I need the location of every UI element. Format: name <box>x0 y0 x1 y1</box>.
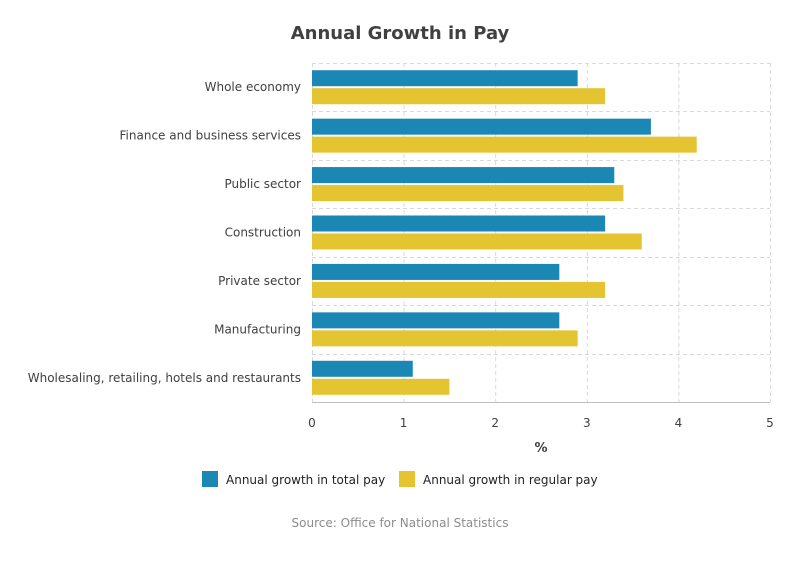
category-label: Finance and business services <box>120 129 301 143</box>
legend-swatch <box>399 471 415 487</box>
legend-label: Annual growth in total pay <box>226 473 385 487</box>
bar-regular-pay[interactable] <box>312 330 578 347</box>
category-label: Public sector <box>224 177 301 191</box>
bar-regular-pay[interactable] <box>312 378 450 395</box>
bar-regular-pay[interactable] <box>312 281 606 298</box>
category-label: Whole economy <box>205 80 301 94</box>
bar-total-pay[interactable] <box>312 215 606 232</box>
category-labels: Whole economy Finance and business servic… <box>28 80 301 385</box>
bar-total-pay[interactable] <box>312 167 615 184</box>
bar-total-pay[interactable] <box>312 360 413 377</box>
legend-swatch <box>202 471 218 487</box>
x-tick-label: 5 <box>766 416 774 430</box>
bar-total-pay[interactable] <box>312 263 560 280</box>
x-tick-label: 0 <box>308 416 316 430</box>
bar-regular-pay[interactable] <box>312 88 606 105</box>
bar-total-pay[interactable] <box>312 70 578 87</box>
category-label: Manufacturing <box>214 322 301 336</box>
bar-total-pay[interactable] <box>312 118 651 135</box>
legend-label: Annual growth in regular pay <box>423 473 598 487</box>
chart-title: Annual Growth in Pay <box>291 23 510 44</box>
x-tick-labels: 0 1 2 3 4 5 <box>308 416 774 430</box>
x-tick-label: 1 <box>400 416 408 430</box>
x-tick-label: 4 <box>675 416 683 430</box>
category-label: Construction <box>225 226 301 240</box>
legend-item[interactable]: Annual growth in total pay <box>202 471 385 487</box>
x-axis-title: % <box>534 441 547 456</box>
category-label: Private sector <box>218 274 301 288</box>
bar-regular-pay[interactable] <box>312 185 624 202</box>
x-tick-label: 3 <box>583 416 591 430</box>
grid-lines <box>312 63 771 403</box>
bar-total-pay[interactable] <box>312 312 560 329</box>
source-note: Source: Office for National Statistics <box>292 516 509 530</box>
bar-regular-pay[interactable] <box>312 233 642 250</box>
x-tick-label: 2 <box>491 416 499 430</box>
legend-item[interactable]: Annual growth in regular pay <box>399 471 598 487</box>
bar-regular-pay[interactable] <box>312 136 697 153</box>
bars <box>312 70 697 395</box>
category-label: Wholesaling, retailing, hotels and resta… <box>28 371 301 385</box>
legend[interactable]: Annual growth in total pay Annual growth … <box>202 471 598 487</box>
